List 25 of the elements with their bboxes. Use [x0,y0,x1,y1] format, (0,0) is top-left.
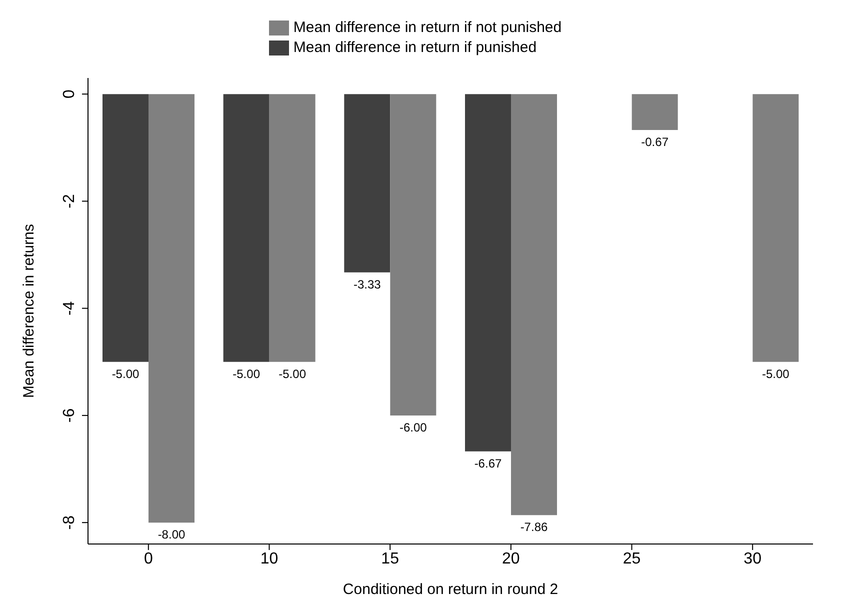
data-label: -6.67 [474,456,502,470]
y-tick-label: 0 [61,90,78,99]
y-tick-label: -8 [61,515,78,530]
data-label: -7.86 [520,520,548,534]
x-axis-title: Conditioned on return in round 2 [342,581,558,598]
data-label: -3.33 [353,277,382,292]
x-tick-label: 0 [144,550,153,568]
x-tick-label: 20 [502,550,520,568]
legend-label: Mean difference in return if punished [293,39,537,56]
y-tick-label: -4 [61,301,78,316]
y-axis-title: Mean difference in returns [20,224,38,398]
x-tick-label: 10 [260,550,278,568]
y-tick-label: -6 [61,408,78,423]
x-tick-label: 30 [744,550,762,568]
data-label: -8.00 [158,528,186,542]
data-label: -6.00 [399,420,428,434]
data-label: -0.67 [641,134,669,149]
data-label: -5.00 [232,366,260,381]
data-label: -5.00 [278,366,306,381]
data-label: -5.00 [112,366,140,381]
y-tick-label: -2 [61,194,78,208]
x-tick-label: 25 [622,550,641,568]
legend-label: Mean difference in return if not punished [293,19,562,36]
data-label: -5.00 [762,366,790,381]
x-tick-label: 15 [381,550,400,568]
